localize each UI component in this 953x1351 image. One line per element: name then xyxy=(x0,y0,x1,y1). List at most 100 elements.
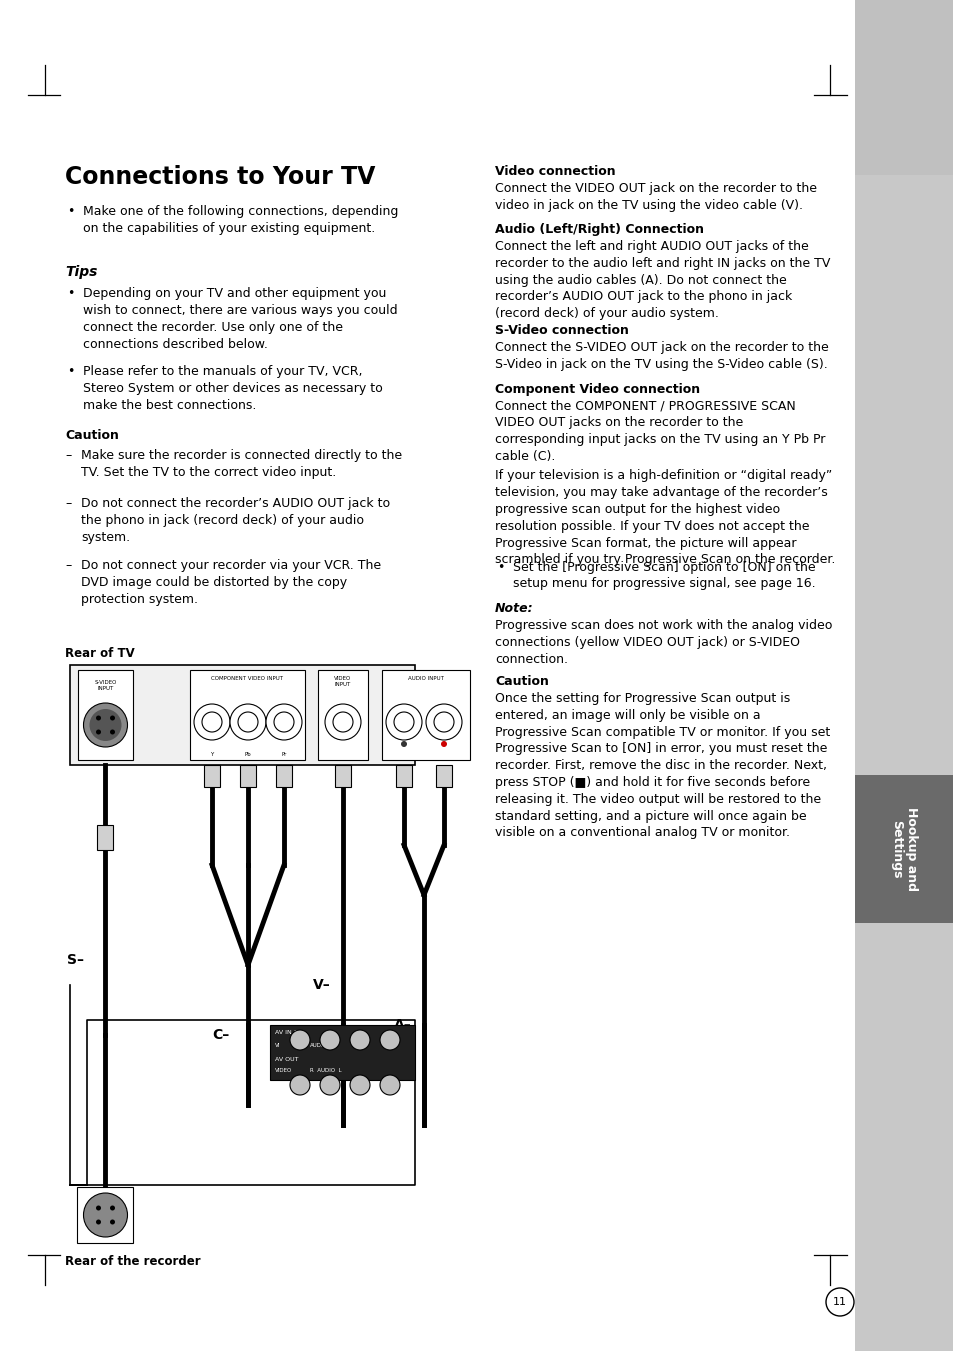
Text: Do not connect your recorder via your VCR. The
DVD image could be distorted by t: Do not connect your recorder via your VC… xyxy=(81,559,381,607)
Text: S-Video connection: S-Video connection xyxy=(495,324,628,338)
Text: VIDEO
INPUT: VIDEO INPUT xyxy=(334,676,352,686)
Bar xyxy=(275,765,292,788)
Circle shape xyxy=(110,730,115,735)
Text: COMPONENT VIDEO INPUT: COMPONENT VIDEO INPUT xyxy=(212,676,283,681)
Text: •: • xyxy=(67,286,74,300)
Circle shape xyxy=(202,712,222,732)
Circle shape xyxy=(84,1193,128,1238)
Text: Connect the S-VIDEO OUT jack on the recorder to the
S-Video in jack on the TV us: Connect the S-VIDEO OUT jack on the reco… xyxy=(495,342,828,372)
Circle shape xyxy=(434,712,454,732)
Text: Connect the VIDEO OUT jack on the recorder to the
video in jack on the TV using : Connect the VIDEO OUT jack on the record… xyxy=(495,182,816,212)
Text: –: – xyxy=(65,449,71,462)
Bar xyxy=(70,665,415,765)
Circle shape xyxy=(426,704,461,740)
Circle shape xyxy=(84,703,128,747)
Text: Connect the COMPONENT / PROGRESSIVE SCAN
VIDEO OUT jacks on the recorder to the
: Connect the COMPONENT / PROGRESSIVE SCAN… xyxy=(495,400,824,463)
Text: •: • xyxy=(67,205,74,218)
Text: Video connection: Video connection xyxy=(495,165,615,178)
Bar xyxy=(77,1188,133,1243)
Circle shape xyxy=(319,1075,339,1096)
Text: If your television is a high-definition or “digital ready”
television, you may t: If your television is a high-definition … xyxy=(495,470,835,566)
Text: Pr: Pr xyxy=(281,753,287,757)
Text: –: – xyxy=(65,559,71,571)
Text: V–: V– xyxy=(313,978,331,992)
Circle shape xyxy=(386,704,421,740)
Bar xyxy=(240,765,255,788)
Text: Progressive scan does not work with the analog video
connections (yellow VIDEO O: Progressive scan does not work with the … xyxy=(495,620,832,666)
Bar xyxy=(97,825,113,850)
Text: Make sure the recorder is connected directly to the
TV. Set the TV to the correc: Make sure the recorder is connected dire… xyxy=(81,449,402,480)
Text: Caution: Caution xyxy=(495,676,548,688)
Circle shape xyxy=(110,1205,115,1210)
Text: Audio (Left/Right) Connection: Audio (Left/Right) Connection xyxy=(495,223,703,236)
Circle shape xyxy=(237,712,257,732)
Circle shape xyxy=(230,704,266,740)
Circle shape xyxy=(440,740,447,747)
Circle shape xyxy=(96,1220,101,1224)
Text: AV OUT: AV OUT xyxy=(274,1056,298,1062)
Circle shape xyxy=(274,712,294,732)
Circle shape xyxy=(333,712,353,732)
Bar xyxy=(854,0,953,1351)
Circle shape xyxy=(96,730,101,735)
Text: •: • xyxy=(67,365,74,378)
Circle shape xyxy=(319,1029,339,1050)
Text: AUDIO INPUT: AUDIO INPUT xyxy=(408,676,443,681)
Text: Please refer to the manuals of your TV, VCR,
Stereo System or other devices as n: Please refer to the manuals of your TV, … xyxy=(83,365,382,412)
Text: VI: VI xyxy=(274,1043,280,1048)
Text: Set the [Progressive Scan] option to [ON] on the
setup menu for progressive sign: Set the [Progressive Scan] option to [ON… xyxy=(513,561,815,590)
Text: 11: 11 xyxy=(832,1297,846,1306)
Bar xyxy=(436,765,452,788)
Circle shape xyxy=(400,740,407,747)
Circle shape xyxy=(325,704,360,740)
Bar xyxy=(78,670,132,761)
Text: Note:: Note: xyxy=(495,601,533,615)
Text: Connect the left and right AUDIO OUT jacks of the
recorder to the audio left and: Connect the left and right AUDIO OUT jac… xyxy=(495,240,829,320)
Circle shape xyxy=(193,704,230,740)
Text: Component Video connection: Component Video connection xyxy=(495,382,700,396)
Text: Make one of the following connections, depending
on the capabilities of your exi: Make one of the following connections, d… xyxy=(83,205,398,235)
Text: Y: Y xyxy=(211,753,213,757)
Text: Connections to Your TV: Connections to Your TV xyxy=(65,165,375,189)
Circle shape xyxy=(379,1029,399,1050)
Text: Depending on your TV and other equipment you
wish to connect, there are various : Depending on your TV and other equipment… xyxy=(83,286,397,351)
Text: AV IN 1: AV IN 1 xyxy=(274,1029,297,1035)
Text: Caution: Caution xyxy=(65,430,119,442)
Text: S-VIDEO
INPUT: S-VIDEO INPUT xyxy=(94,680,116,690)
Text: C–: C– xyxy=(213,1028,230,1042)
Text: –: – xyxy=(65,497,71,509)
Circle shape xyxy=(290,1075,310,1096)
Text: Rear of the recorder: Rear of the recorder xyxy=(65,1255,200,1269)
Text: AUDIO: AUDIO xyxy=(310,1043,328,1048)
Circle shape xyxy=(350,1075,370,1096)
Circle shape xyxy=(90,709,121,740)
Circle shape xyxy=(350,1029,370,1050)
Bar xyxy=(190,670,305,761)
Bar xyxy=(335,765,351,788)
Text: Tips: Tips xyxy=(65,265,97,280)
Bar xyxy=(381,670,470,761)
Text: Once the setting for Progressive Scan output is
entered, an image will only be v: Once the setting for Progressive Scan ou… xyxy=(495,692,829,839)
Circle shape xyxy=(110,1220,115,1224)
Text: Pb: Pb xyxy=(244,753,251,757)
Circle shape xyxy=(266,704,302,740)
Text: Do not connect the recorder’s AUDIO OUT jack to
the phono in jack (record deck) : Do not connect the recorder’s AUDIO OUT … xyxy=(81,497,390,544)
Text: Rear of TV: Rear of TV xyxy=(65,647,134,661)
Bar xyxy=(854,0,953,176)
Circle shape xyxy=(290,1029,310,1050)
Circle shape xyxy=(96,1205,101,1210)
Text: R  AUDIO  L: R AUDIO L xyxy=(310,1069,341,1073)
Bar xyxy=(317,670,368,761)
Circle shape xyxy=(110,716,115,720)
Text: Hookup and
Settings: Hookup and Settings xyxy=(889,807,918,892)
Bar xyxy=(395,765,412,788)
Bar xyxy=(270,1025,415,1079)
Text: A–: A– xyxy=(394,1019,412,1032)
Text: S–: S– xyxy=(67,952,84,967)
Text: VIDEO: VIDEO xyxy=(274,1069,292,1073)
Bar xyxy=(204,765,220,788)
Bar xyxy=(854,775,953,923)
Circle shape xyxy=(379,1075,399,1096)
Circle shape xyxy=(825,1288,853,1316)
Circle shape xyxy=(394,712,414,732)
